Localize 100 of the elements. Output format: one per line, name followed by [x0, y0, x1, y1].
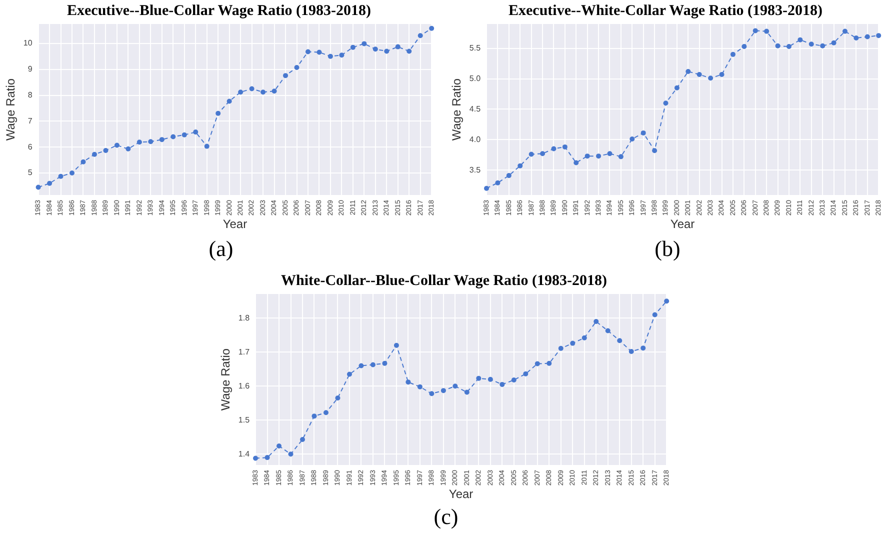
point [193, 130, 198, 135]
point [551, 146, 556, 152]
point [864, 34, 870, 40]
point [652, 312, 658, 318]
point [260, 90, 266, 95]
point [686, 68, 691, 74]
point [775, 43, 780, 48]
y-tick-label: 1.7 [238, 347, 250, 356]
point [582, 335, 587, 340]
point [808, 42, 814, 47]
point [452, 384, 458, 389]
point [584, 154, 590, 159]
chart-title: Executive--Blue-Collar Wage Ratio (1983-2018) [67, 2, 371, 19]
point [204, 144, 210, 149]
point [786, 44, 792, 50]
point [464, 390, 470, 395]
point [708, 76, 714, 81]
point [395, 44, 400, 50]
point [523, 371, 528, 376]
point [440, 388, 446, 394]
point [518, 163, 523, 168]
point [170, 134, 176, 140]
point [70, 170, 75, 176]
point [696, 72, 702, 78]
y-tick-label: 5.0 [469, 74, 482, 83]
y-axis-title: Wage Ratio [4, 78, 18, 141]
x-axis-title: Year [448, 487, 474, 502]
point [719, 72, 724, 78]
chart-title: White-Collar--Blue-Collar Wage Ratio (1983-2018) [281, 272, 607, 289]
y-tick-label: 8 [28, 90, 33, 100]
point [372, 46, 378, 52]
point [418, 33, 423, 38]
point [674, 85, 680, 90]
point [47, 180, 52, 186]
point [417, 384, 422, 390]
point [618, 154, 624, 160]
point [406, 48, 412, 54]
point [476, 376, 482, 381]
point [640, 346, 646, 351]
point [238, 90, 244, 95]
point [617, 338, 622, 344]
point [80, 159, 86, 164]
point [511, 378, 516, 383]
point [798, 37, 803, 42]
point [820, 43, 826, 48]
point [764, 28, 770, 34]
y-axis-title: Wage Ratio [218, 348, 233, 411]
y-tick-label: 1.5 [238, 415, 250, 424]
y-tick-label: 4.5 [469, 104, 482, 114]
y-tick-label: 1.8 [238, 313, 250, 322]
point [842, 28, 848, 34]
point [495, 180, 500, 186]
point [630, 136, 635, 142]
point [663, 100, 668, 106]
point [488, 376, 493, 382]
text: (b) [654, 236, 682, 262]
point [312, 414, 317, 419]
point [607, 151, 612, 156]
y-tick-label: 4.0 [469, 134, 482, 144]
point [294, 65, 300, 70]
point [36, 184, 41, 190]
point [574, 160, 579, 166]
point [249, 86, 254, 92]
point [394, 342, 399, 348]
point [546, 360, 552, 366]
point [328, 54, 333, 59]
point [370, 362, 376, 368]
point [570, 340, 576, 346]
point [316, 50, 322, 55]
point [335, 396, 340, 401]
point [534, 361, 540, 366]
point [159, 137, 164, 142]
chart-title: Executive--White-Collar Wage Ratio (1983-2018) [508, 2, 822, 19]
point [276, 443, 282, 448]
point [323, 410, 328, 416]
point [540, 151, 546, 156]
point [406, 380, 411, 385]
text: (c) [432, 504, 460, 530]
y-tick-label: 3.5 [469, 165, 482, 174]
point [528, 152, 534, 157]
point [346, 372, 352, 377]
point [429, 26, 434, 31]
point [148, 139, 154, 144]
y-tick-label: 1.6 [238, 381, 250, 390]
y-tick-label: 1.4 [238, 449, 250, 458]
point [484, 186, 490, 191]
point [136, 140, 142, 145]
y-tick-label: 7 [28, 116, 33, 126]
point [742, 44, 747, 50]
point [640, 130, 646, 136]
point [854, 36, 859, 40]
point [358, 363, 364, 368]
point [876, 33, 882, 38]
x-axis-title: Year [670, 217, 695, 232]
point [429, 391, 434, 396]
point [253, 456, 258, 461]
point [562, 144, 568, 150]
point [264, 455, 270, 460]
point [226, 98, 232, 104]
point [339, 52, 344, 58]
